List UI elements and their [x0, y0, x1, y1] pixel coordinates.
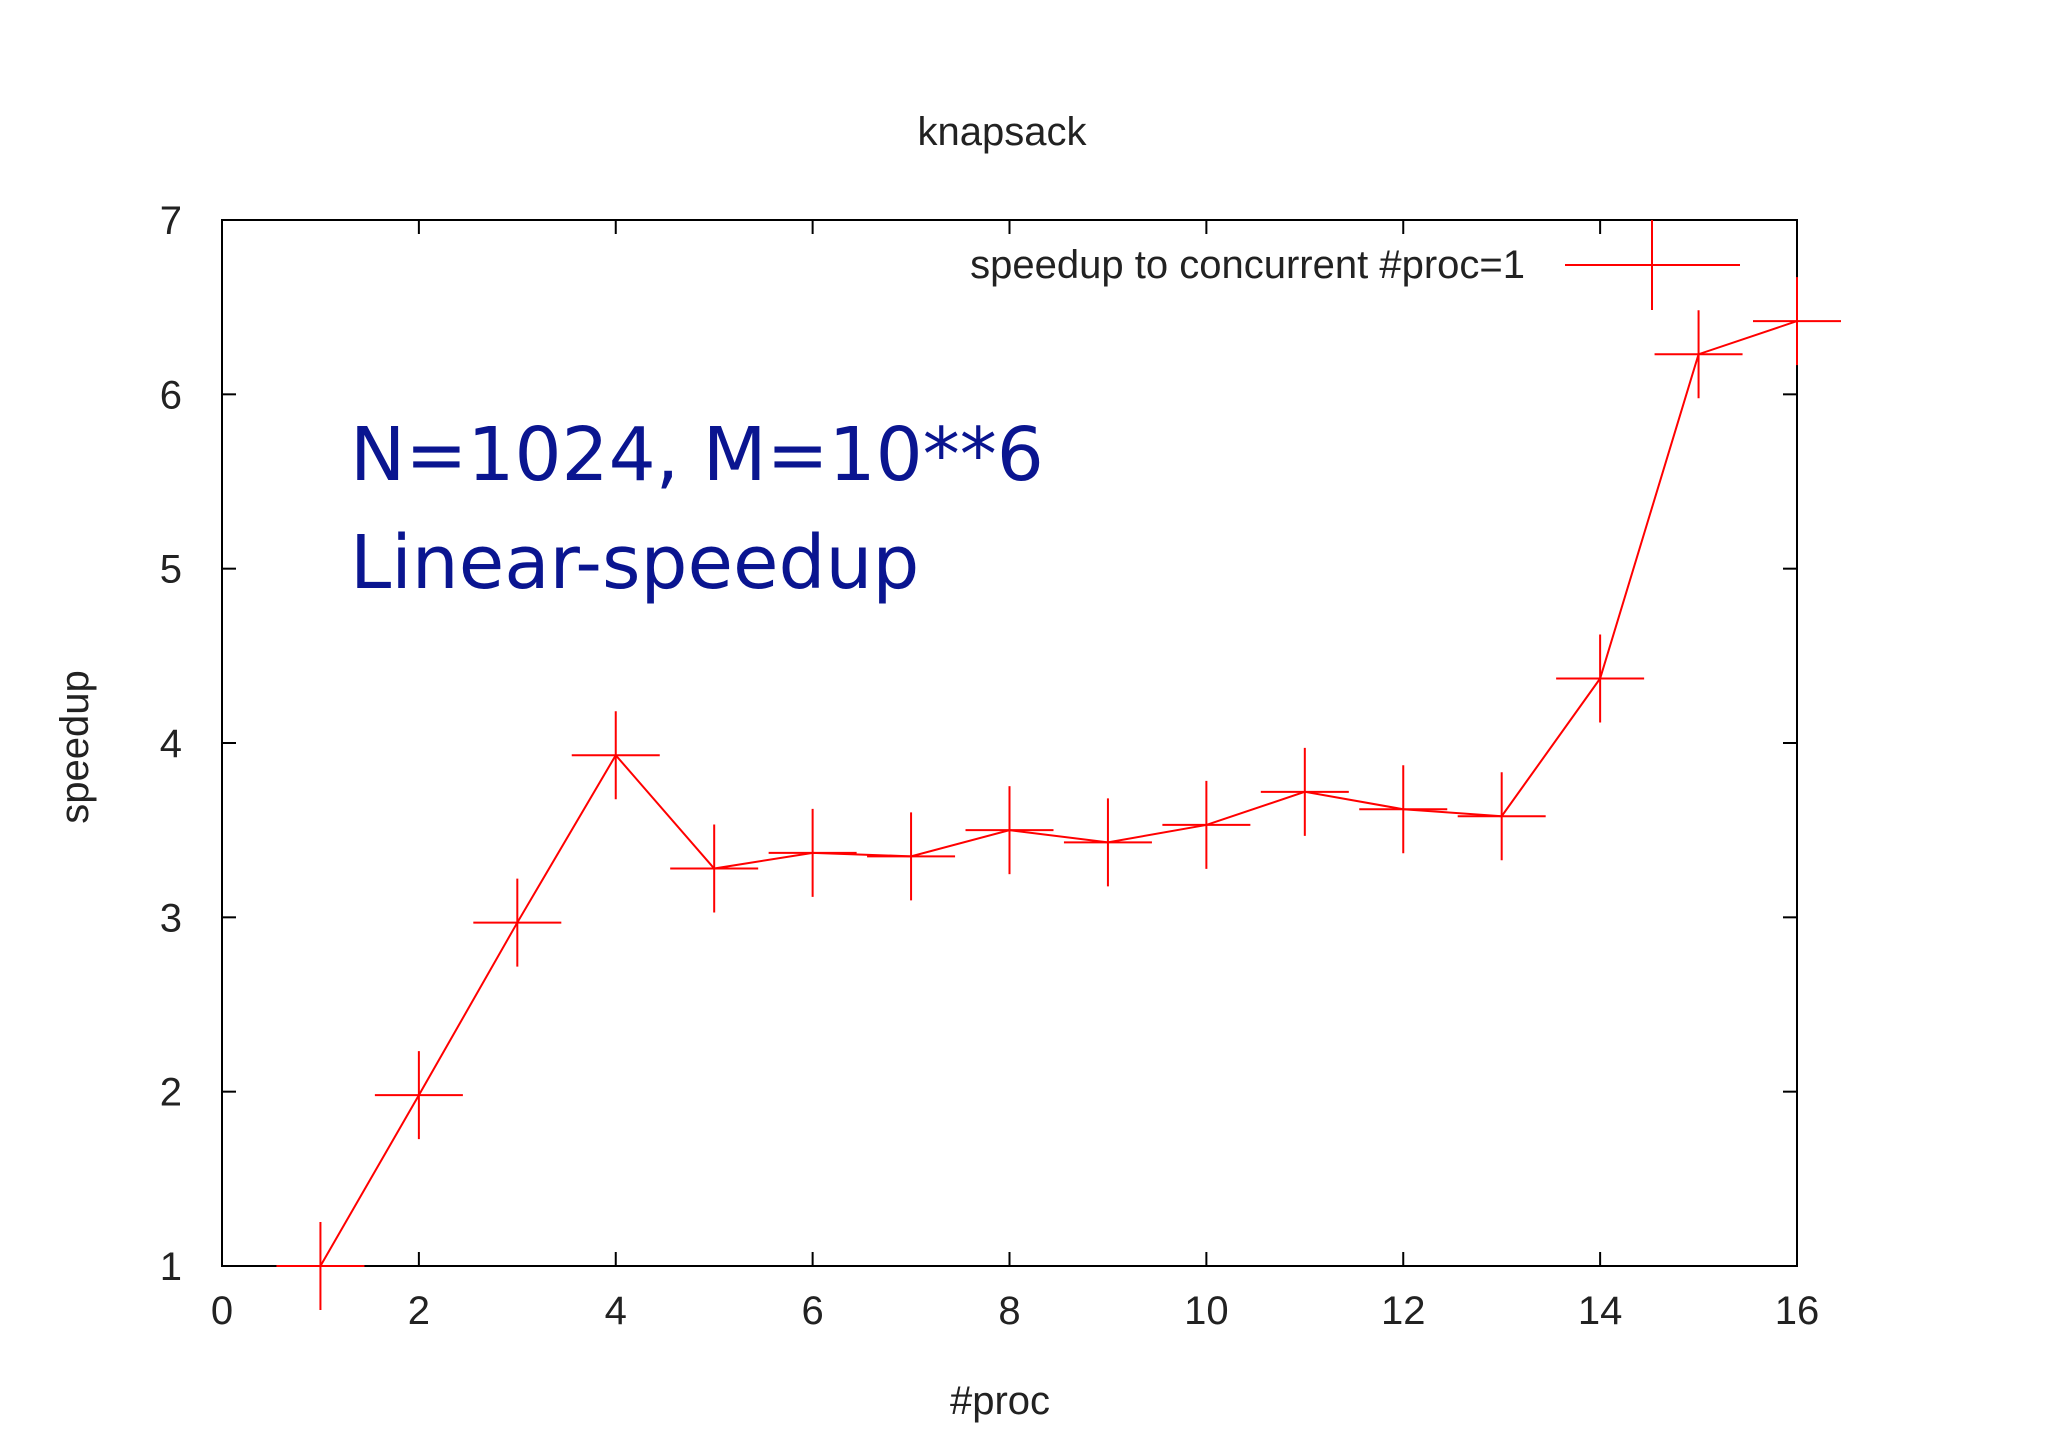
x-tick-label: 6 — [802, 1289, 824, 1333]
x-tick-label: 12 — [1381, 1289, 1426, 1333]
y-tick-label: 3 — [160, 896, 182, 940]
data-point — [374, 1051, 463, 1140]
x-tick-label: 8 — [998, 1289, 1020, 1333]
y-tick-label: 5 — [160, 548, 182, 592]
x-axis-label: #proc — [950, 1379, 1050, 1423]
legend-swatch — [1565, 220, 1740, 310]
annotation-params: N=1024, M=10**6 — [350, 412, 1044, 498]
data-point — [1556, 634, 1645, 723]
data-point — [965, 786, 1054, 875]
legend-label: speedup to concurrent #proc=1 — [970, 243, 1525, 287]
data-point — [276, 1222, 365, 1310]
data-point — [1753, 277, 1841, 366]
tick-marks — [221, 219, 1798, 1267]
y-tick-label: 7 — [160, 199, 182, 243]
x-tick-labels: 0 2 4 6 8 10 12 14 16 — [211, 1289, 1819, 1333]
y-tick-label: 6 — [160, 373, 182, 417]
x-tick-label: 10 — [1184, 1289, 1229, 1333]
data-point — [1260, 747, 1349, 836]
x-tick-label: 16 — [1775, 1289, 1820, 1333]
x-tick-label: 4 — [605, 1289, 627, 1333]
annotations: N=1024, M=10**6 Linear-speedup — [350, 412, 1044, 606]
x-tick-label: 0 — [211, 1289, 233, 1333]
chart-title: knapsack — [918, 110, 1088, 154]
x-tick-label: 14 — [1578, 1289, 1623, 1333]
annotation-linear-speedup: Linear-speedup — [350, 520, 919, 606]
data-point — [867, 812, 956, 901]
y-tick-label: 4 — [160, 722, 182, 766]
y-axis-label: speedup — [53, 670, 97, 823]
data-point — [1654, 310, 1743, 399]
legend: speedup to concurrent #proc=1 — [970, 220, 1740, 310]
data-point — [473, 878, 562, 967]
data-point — [1457, 772, 1546, 861]
data-point — [1063, 798, 1152, 887]
data-point — [1359, 765, 1448, 854]
y-tick-labels: 1 2 3 4 5 6 7 — [160, 199, 182, 1289]
data-point — [670, 824, 759, 913]
series-line — [319, 320, 1798, 1267]
x-tick-label: 2 — [408, 1289, 430, 1333]
data-point — [1162, 780, 1251, 869]
series-speedup — [276, 277, 1841, 1310]
data-point — [571, 711, 660, 800]
y-tick-label: 1 — [160, 1245, 182, 1289]
y-tick-label: 2 — [160, 1071, 182, 1115]
data-point — [768, 808, 857, 897]
